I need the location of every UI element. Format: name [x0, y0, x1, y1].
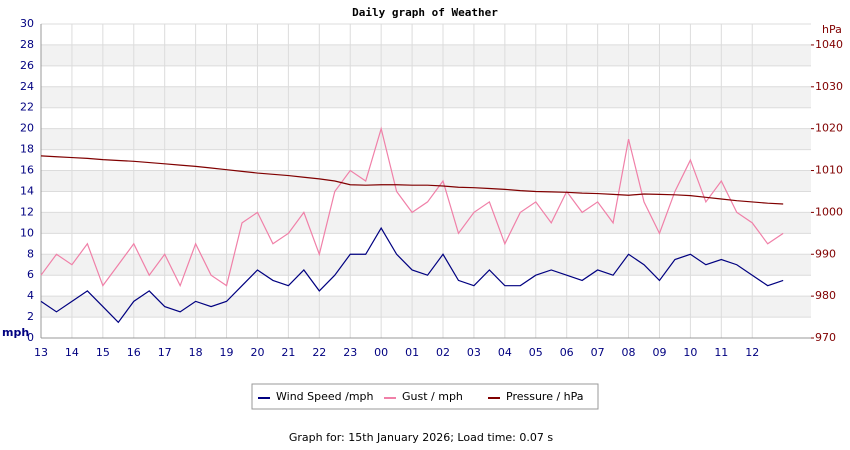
y-tick-label: 14 [20, 184, 34, 197]
y-axis-label: mph [2, 326, 29, 339]
legend-label: Pressure / hPa [506, 390, 584, 403]
x-tick-label: 22 [312, 346, 326, 359]
grid-band [41, 44, 811, 66]
series-line [40, 126, 784, 288]
y-tick-label: 4 [27, 289, 34, 302]
x-tick-label: 03 [467, 346, 481, 359]
y-tick-label: 2 [27, 310, 34, 323]
y2-tick-label: 1000 [815, 205, 843, 218]
y2-tick-label: 1010 [815, 164, 843, 177]
y-tick-label: 6 [27, 268, 34, 281]
y2-tick-label: 1040 [815, 38, 843, 51]
y-tick-label: 22 [20, 101, 34, 114]
x-tick-label: 19 [220, 346, 234, 359]
x-tick-label: 08 [622, 346, 636, 359]
x-tick-label: 06 [560, 346, 574, 359]
chart-title: Daily graph of Weather [352, 6, 498, 19]
grid-band [41, 86, 811, 108]
grid-band [41, 128, 811, 150]
x-tick-label: 17 [158, 346, 172, 359]
y-tick-label: 0 [27, 331, 34, 344]
x-tick-label: 13 [34, 346, 48, 359]
x-tick-label: 23 [343, 346, 357, 359]
legend-box [251, 383, 599, 410]
x-tick-label: 10 [683, 346, 697, 359]
x-tick-label: 04 [498, 346, 512, 359]
x-tick-label: 02 [436, 346, 450, 359]
legend-label: Gust / mph [402, 390, 463, 403]
series-line [40, 155, 784, 205]
y2-axis-label: hPa [822, 23, 842, 36]
y-tick-label: 10 [20, 226, 34, 239]
y2-tick-label: 1030 [815, 80, 843, 93]
y-tick-label: 26 [20, 59, 34, 72]
x-tick-label: 20 [250, 346, 264, 359]
y2-tick-label: 1020 [815, 122, 843, 135]
x-tick-label: 21 [281, 346, 295, 359]
x-tick-label: 00 [374, 346, 388, 359]
x-tick-label: 11 [714, 346, 728, 359]
x-tick-label: 01 [405, 346, 419, 359]
y-tick-label: 18 [20, 143, 34, 156]
y2-tick-label: 980 [815, 289, 836, 302]
y-tick-label: 30 [20, 17, 34, 30]
grid-band [41, 296, 811, 318]
y-tick-label: 12 [20, 205, 34, 218]
legend-label: Wind Speed /mph [276, 390, 374, 403]
y-tick-label: 16 [20, 164, 34, 177]
x-tick-label: 15 [96, 346, 110, 359]
y-tick-label: 28 [20, 38, 34, 51]
x-tick-label: 09 [652, 346, 666, 359]
grid-band [41, 170, 811, 192]
y-tick-label: 24 [20, 80, 34, 93]
y-tick-label: 8 [27, 247, 34, 260]
x-tick-label: 07 [591, 346, 605, 359]
y2-tick-label: 990 [815, 247, 836, 260]
x-tick-label: 18 [189, 346, 203, 359]
x-tick-label: 12 [745, 346, 759, 359]
grid-band [41, 212, 811, 234]
x-tick-label: 05 [529, 346, 543, 359]
footer: Graph for: 15th January 2026; Load time:… [289, 431, 553, 444]
y2-tick-label: 970 [815, 331, 836, 344]
y-tick-label: 20 [20, 122, 34, 135]
series-line [40, 226, 784, 324]
x-tick-label: 14 [65, 346, 79, 359]
x-tick-label: 16 [127, 346, 141, 359]
